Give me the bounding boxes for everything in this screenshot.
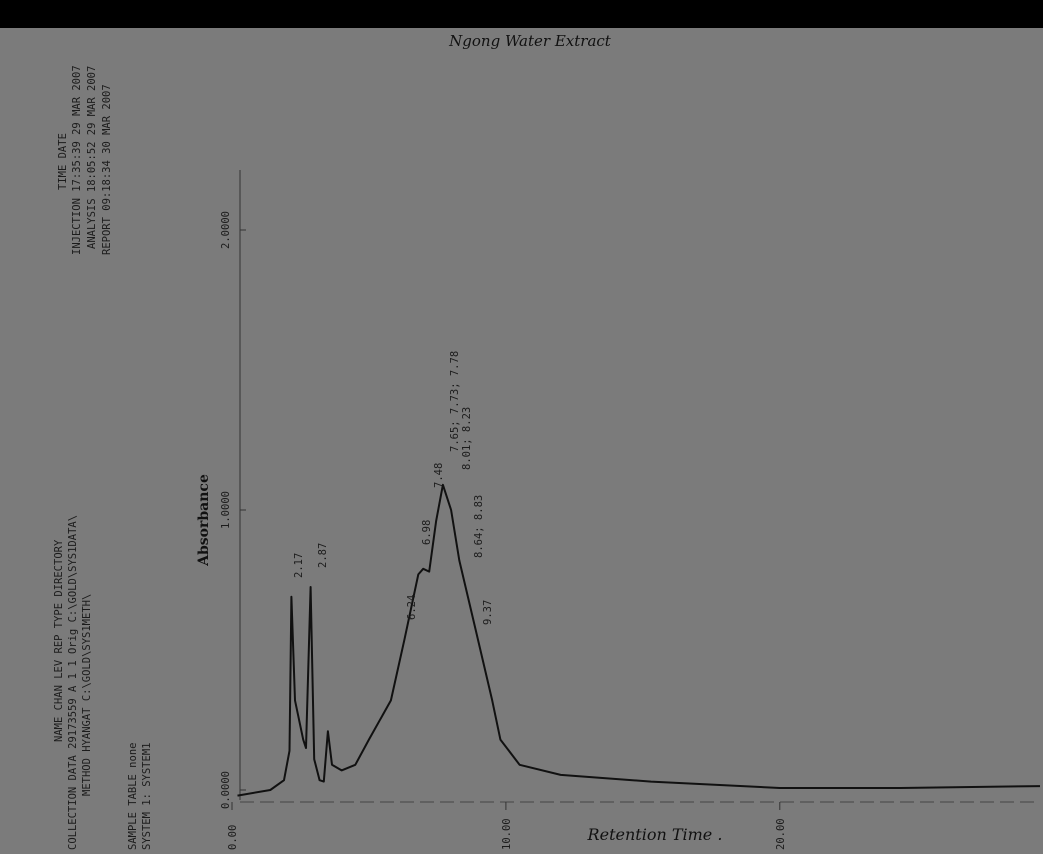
peak-label: 2.87 xyxy=(317,543,329,568)
x-tick-label: 20.00 xyxy=(775,818,787,850)
peak-label: 7.48 xyxy=(433,463,445,488)
y-tick-label: 1.0000 xyxy=(220,491,232,529)
trace xyxy=(237,483,1041,797)
peak-label: 6.24 xyxy=(406,595,418,620)
y-tick-label: 2.0000 xyxy=(220,211,232,249)
header-text: NAME CHAN LEV REP TYPE DIRECTORY xyxy=(53,539,65,742)
header-text: SYSTEM 1: SYSTEM1 xyxy=(141,743,153,850)
header-text: TIME DATE xyxy=(57,133,69,190)
y-axis-label: Absorbance xyxy=(196,474,212,567)
header-text: REPORT 09:18:34 30 MAR 2007 xyxy=(101,84,113,255)
peak-label: 8.64; 8.83 xyxy=(473,495,485,558)
chart-title: Ngong Water Extract xyxy=(448,32,612,50)
peak-label: 8.01; 8.23 xyxy=(461,407,473,470)
peak-label: 6.98 xyxy=(421,520,433,545)
header-text: INJECTION 17:35:39 29 MAR 2007 xyxy=(71,65,83,255)
peak-label: 7.65; 7.73; 7.78 xyxy=(449,351,461,452)
peak-label: 9.37 xyxy=(482,600,494,625)
header-text: COLLECTION DATA 29173559 A 1 1 Orig C:\G… xyxy=(67,515,79,850)
scan-border xyxy=(0,0,1043,28)
peak-label: 2.17 xyxy=(293,553,305,578)
x-tick-label: 0.00 xyxy=(227,825,239,850)
x-axis-label: Retention Time . xyxy=(587,825,723,844)
y-tick-label: 0.0000 xyxy=(220,771,232,809)
header-text: ANALYSIS 18:05:52 29 MAR 2007 xyxy=(86,66,98,249)
x-tick-label: 10.00 xyxy=(501,818,513,850)
header-text: SAMPLE TABLE none xyxy=(127,743,139,850)
header-text: METHOD HYANGAT C:\GOLD\SYS1METH\ xyxy=(81,594,93,796)
